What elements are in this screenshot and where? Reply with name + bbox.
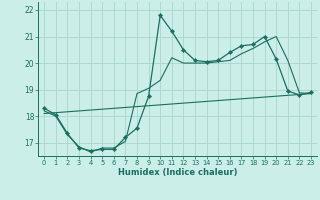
- X-axis label: Humidex (Indice chaleur): Humidex (Indice chaleur): [118, 168, 237, 177]
